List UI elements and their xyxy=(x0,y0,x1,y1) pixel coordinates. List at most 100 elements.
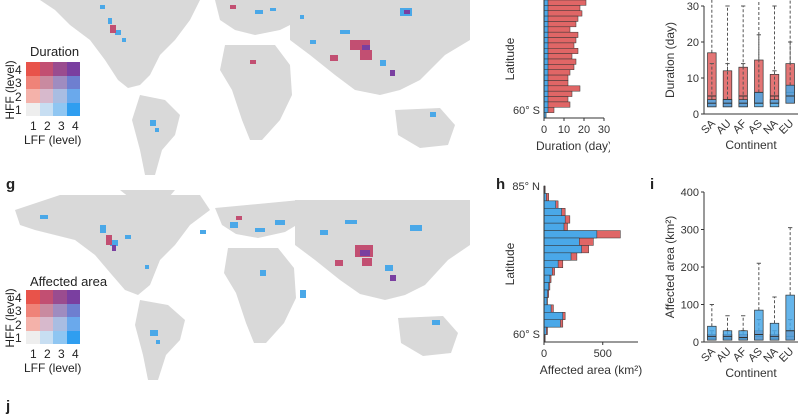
x-tick-label: 500 xyxy=(594,348,612,360)
histogram-bar xyxy=(543,31,549,38)
y-tick-label: 400 xyxy=(681,187,699,199)
histogram-bar xyxy=(543,26,549,33)
box xyxy=(738,330,748,341)
legend-title: Affected area xyxy=(30,274,108,289)
legend-swatch xyxy=(66,89,80,103)
legend-swatch xyxy=(26,330,40,344)
x-tick-label: 0 xyxy=(541,124,547,136)
y-tick-label-top: 85° N xyxy=(512,182,540,193)
y-axis-label: Affected area (km²) xyxy=(663,216,677,318)
histogram-bar xyxy=(543,0,587,6)
histogram-bar xyxy=(543,215,566,224)
y-axis-label: Latitude xyxy=(503,37,517,80)
y-tick-label-bottom: 60° S xyxy=(513,105,540,117)
legend-swatch xyxy=(39,89,53,103)
histogram-bar xyxy=(543,42,575,49)
histogram-bar xyxy=(543,31,579,38)
legend-swatch xyxy=(26,102,40,116)
histogram-bar xyxy=(543,289,548,298)
histogram-bar xyxy=(543,48,579,54)
x-tick-label: 0 xyxy=(541,348,547,360)
y-tick-label: 20 xyxy=(687,37,699,49)
legend-x-tick-1: 1 xyxy=(30,119,37,133)
panel-label-g: g xyxy=(6,176,16,193)
histogram-bar xyxy=(543,15,579,22)
legend-x-tick-1: 1 xyxy=(30,347,37,361)
histogram-bar xyxy=(543,230,598,239)
legend-swatch xyxy=(26,75,40,89)
panel-label-h: h xyxy=(496,176,506,193)
histogram-bar xyxy=(543,48,549,54)
legend-y-tick-2: 2 xyxy=(15,318,22,332)
legend-swatch xyxy=(66,303,80,317)
histogram-bar xyxy=(543,58,549,65)
histogram-bar xyxy=(543,304,552,313)
histogram-bar xyxy=(543,107,549,113)
histogram-bar xyxy=(543,245,582,254)
histogram-bar xyxy=(543,260,559,268)
legend-color-grid xyxy=(26,62,80,116)
histogram-bar xyxy=(543,200,556,209)
y-axis-label: Duration (day) xyxy=(663,22,677,98)
panel-label-j: j xyxy=(6,398,11,415)
legend-swatch xyxy=(26,62,40,76)
histogram-bar xyxy=(543,37,549,44)
x-axis-label: Continent xyxy=(725,138,777,152)
box xyxy=(754,92,764,108)
histogram-bar xyxy=(543,312,564,320)
legend-y-tick-4: 4 xyxy=(15,63,22,77)
legend-swatch xyxy=(53,75,67,89)
histogram-bar xyxy=(543,80,549,87)
legend-y-tick-1: 1 xyxy=(15,103,22,117)
legend-y-tick-3: 3 xyxy=(15,304,22,318)
legend-swatch xyxy=(53,102,67,116)
histogram-bar xyxy=(543,69,549,76)
box xyxy=(707,325,717,341)
legend-color-grid xyxy=(26,290,80,344)
histogram-bar xyxy=(543,0,549,6)
histogram-bar xyxy=(543,53,549,60)
panel-label-i: i xyxy=(650,176,655,193)
histogram-bar xyxy=(543,5,549,11)
bottom-world-map xyxy=(15,190,470,380)
legend-title: Duration xyxy=(30,44,80,59)
legend-swatch xyxy=(53,89,67,103)
legend-x-tick-3: 3 xyxy=(58,119,65,133)
x-tick-label: 20 xyxy=(578,124,590,136)
box xyxy=(722,330,733,341)
legend-swatch xyxy=(66,317,80,331)
y-tick-label: 0 xyxy=(693,337,699,349)
legend-x-tick-2: 2 xyxy=(44,119,51,133)
y-tick-label-bottom: 60° S xyxy=(513,329,540,341)
legend-swatch xyxy=(66,330,80,344)
y-axis-label: Latitude xyxy=(503,242,517,285)
legend-swatch xyxy=(26,89,40,103)
histogram-bar xyxy=(543,101,549,108)
y-tick-label: 30 xyxy=(687,1,699,13)
histogram-bar xyxy=(543,274,551,283)
legend-swatch xyxy=(26,290,40,304)
legend-swatch xyxy=(39,317,53,331)
histogram-bar xyxy=(543,10,583,17)
legend-swatch xyxy=(53,330,67,344)
histogram-bar xyxy=(543,85,549,92)
legend-swatch xyxy=(53,290,67,304)
histogram-bar xyxy=(543,319,561,328)
histogram-bar xyxy=(543,237,580,246)
x-tick-label: 10 xyxy=(558,124,570,136)
box xyxy=(785,84,795,104)
legend-swatch xyxy=(53,62,67,76)
legend-swatch xyxy=(53,317,67,331)
histogram-bar xyxy=(543,222,565,231)
x-axis-label: Duration (day) xyxy=(536,139,610,153)
histogram-bar xyxy=(543,90,549,97)
histogram-bar xyxy=(543,37,577,44)
histogram-bar xyxy=(543,21,549,28)
legend-y-tick-4: 4 xyxy=(15,291,22,305)
legend-x-tick-3: 3 xyxy=(58,347,65,361)
histogram-bar xyxy=(543,58,577,65)
y-tick-label: 10 xyxy=(687,73,699,85)
box xyxy=(769,322,780,341)
histogram-bar xyxy=(543,85,581,92)
